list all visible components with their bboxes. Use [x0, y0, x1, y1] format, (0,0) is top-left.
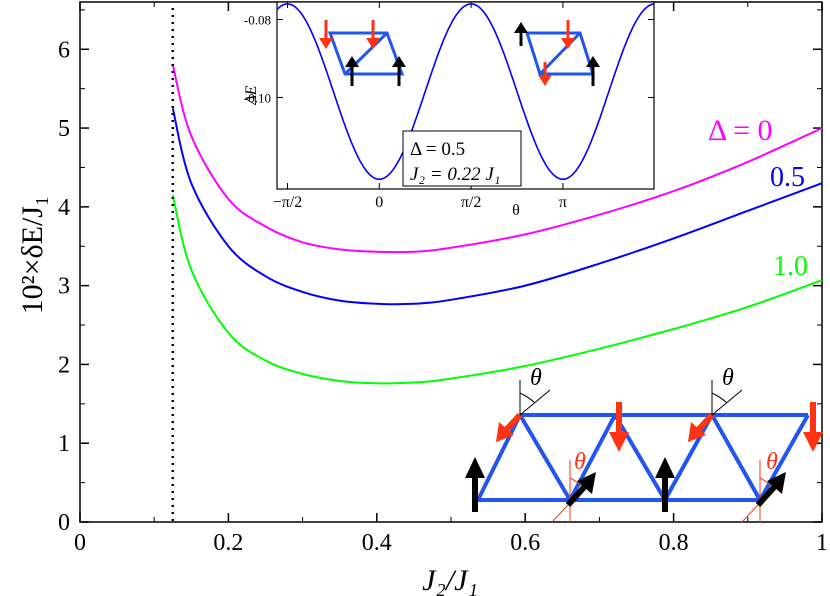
- series-label-delta0: Δ = 0: [708, 114, 773, 147]
- inset-legend-line-1: Δ = 0.5: [410, 139, 465, 160]
- spin-arrow-black-tilted: [755, 472, 786, 508]
- inset-legend-line-2: J₂ = 0.22 J₁: [410, 164, 500, 185]
- inset-legend-box: [402, 130, 522, 187]
- inset-x-tick-label: 0: [375, 194, 383, 211]
- x-tick-label: 0.6: [510, 530, 540, 556]
- inset-y-tick-label: -0.08: [244, 13, 271, 28]
- series-line-0: [171, 64, 823, 254]
- spin-arrow-black-tilted: [565, 472, 596, 508]
- inset-spin-triangle-2: [514, 20, 600, 86]
- theta-arc: [519, 392, 536, 404]
- y-tick-label: 6: [58, 37, 70, 63]
- spin-arrow-red-down: [803, 402, 823, 452]
- spin-arrow-red-tilted: [496, 412, 523, 442]
- inset-x-tick-label: π/2: [461, 194, 482, 211]
- y-tick-label: 0: [58, 510, 70, 536]
- lattice-bonds: [476, 413, 810, 502]
- y-tick-label: 2: [58, 352, 70, 378]
- spin-arrow-black-up: [655, 457, 675, 512]
- x-tick-label: 0.2: [213, 530, 243, 556]
- inset-triangle-1: [327, 31, 405, 76]
- angle-reference-lines-top: [519, 380, 743, 416]
- inset-axis-ticks: −π/2 0 π/2 π -0.08 -0.10: [244, 2, 654, 211]
- main-axis-ticks: 0 0.2 0.4 0.6 0.8 1 0 1 2 3 4 5 6: [58, 2, 828, 556]
- series-label-delta05: 0.5: [770, 162, 805, 193]
- inset: −π/2 0 π/2 π -0.08 -0.10 ΔE θ Δ = 0.5 J₂ = 0.…: [243, 1, 655, 219]
- spin-arrow-red-tilted: [688, 412, 715, 442]
- theta-arc: [711, 392, 728, 404]
- series-line-2: [171, 194, 823, 385]
- theta-label: θ: [574, 449, 586, 475]
- series-line-1: [171, 108, 823, 306]
- spin-arrow-red-down: [609, 402, 629, 452]
- inset-y-tick-label: -0.10: [244, 90, 271, 105]
- main-curves: [171, 64, 823, 385]
- theta-label: θ: [766, 449, 778, 475]
- inset-x-tick-label: π: [559, 194, 567, 211]
- y-tick-label: 3: [58, 274, 70, 300]
- y-tick-label: 1: [58, 431, 70, 457]
- series-label-delta1: 1.0: [773, 251, 808, 282]
- y-axis-label: 10²×δE/J₁: [16, 196, 49, 315]
- inset-spin-triangle-1: [319, 20, 406, 86]
- theta-label: θ: [722, 365, 734, 391]
- x-tick-label: 0.8: [659, 530, 689, 556]
- angle-reference-lines: [551, 460, 761, 523]
- spin-lattice-diagram: θ θ θ θ: [465, 365, 823, 523]
- x-tick-label: 1: [816, 530, 828, 556]
- inset-x-label: θ: [512, 202, 520, 219]
- x-axis-label: J₂/J₁: [422, 564, 478, 596]
- x-tick-label: 0: [74, 530, 86, 556]
- inset-y-label: ΔE: [243, 85, 260, 105]
- inset-x-tick-label: −π/2: [273, 194, 303, 211]
- inset-curve: [276, 3, 655, 180]
- y-tick-label: 5: [58, 116, 70, 142]
- spin-arrow-black-up: [465, 457, 485, 512]
- x-tick-label: 0.4: [362, 530, 392, 556]
- theta-label: θ: [530, 365, 542, 391]
- y-tick-label: 4: [58, 195, 70, 221]
